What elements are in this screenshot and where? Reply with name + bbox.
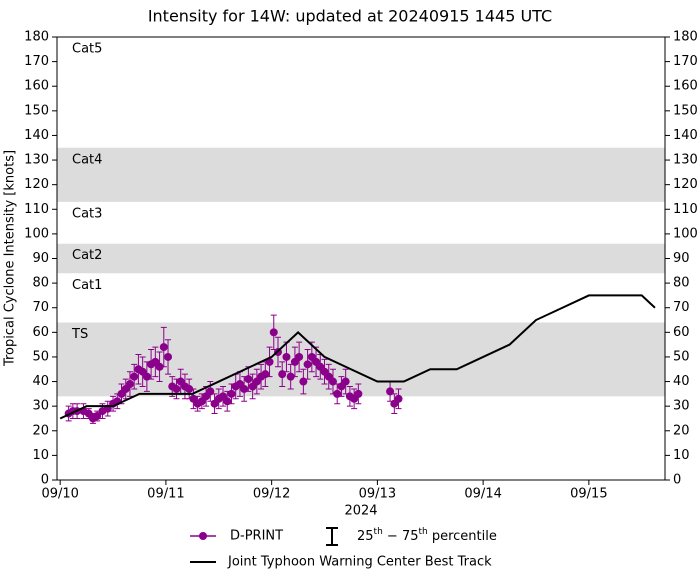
y2-tick-label: 120 <box>673 177 698 192</box>
y-tick-label: 60 <box>32 325 49 340</box>
dprint-point <box>261 370 270 379</box>
y-tick-label: 160 <box>24 79 49 94</box>
category-label: Cat3 <box>72 206 102 221</box>
y-tick-label: 150 <box>24 103 49 118</box>
y-tick-label: 10 <box>32 448 49 463</box>
category-band <box>57 322 665 397</box>
dprint-point <box>142 372 151 381</box>
y-tick-label: 100 <box>24 226 49 241</box>
dprint-point <box>354 389 363 398</box>
dprint-point <box>206 387 215 396</box>
dprint-point <box>386 387 395 396</box>
y2-tick-label: 100 <box>673 226 698 241</box>
x-tick-label: 09/12 <box>253 487 290 502</box>
category-label: TS <box>71 327 88 342</box>
best-track-line <box>59 294 656 420</box>
dprint-point <box>185 384 194 393</box>
dprint-point <box>269 328 278 337</box>
category-label: Cat1 <box>72 278 102 293</box>
y-tick-label: 90 <box>32 251 49 266</box>
dprint-point <box>282 352 291 361</box>
y-tick-label: 170 <box>24 54 49 69</box>
y-tick-label: 120 <box>24 177 49 192</box>
y-tick-label: 70 <box>32 300 49 315</box>
y2-tick-label: 10 <box>673 448 690 463</box>
dprint-point <box>227 389 236 398</box>
y2-tick-label: 40 <box>673 374 690 389</box>
category-label: Cat4 <box>72 152 102 167</box>
legend-label-part: − 75 <box>383 529 419 544</box>
dprint-point <box>159 343 168 352</box>
legend-label: 25th − 75th percentile <box>357 527 497 544</box>
category-band <box>57 147 665 202</box>
y2-tick-label: 130 <box>673 153 698 168</box>
y-tick-label: 110 <box>24 202 49 217</box>
y2-tick-label: 110 <box>673 202 698 217</box>
y2-tick-label: 70 <box>673 300 690 315</box>
dprint-point <box>341 377 350 386</box>
legend-dprint-marker <box>199 532 207 540</box>
legend-label-part: 25 <box>357 529 374 544</box>
chart-title: Intensity for 14W: updated at 20240915 1… <box>148 7 552 26</box>
x-tick-label: 09/15 <box>570 487 607 502</box>
y2-tick-label: 0 <box>673 473 681 488</box>
legend-label-part: percentile <box>428 529 497 544</box>
dprint-point <box>240 384 249 393</box>
y2-tick-label: 180 <box>673 30 698 45</box>
dprint-point <box>394 394 403 403</box>
dprint-point <box>125 380 134 389</box>
category-label: Cat2 <box>72 248 102 263</box>
x-tick-label: 09/14 <box>464 487 501 502</box>
legend-error-icon <box>326 527 338 546</box>
y2-tick-label: 30 <box>673 399 690 414</box>
dprint-point <box>93 412 102 421</box>
dprint-point <box>223 397 232 406</box>
category-band <box>57 243 665 274</box>
dprint-point <box>303 360 312 369</box>
y-tick-label: 50 <box>32 349 49 364</box>
dprint-point <box>295 352 304 361</box>
dprint-point <box>278 370 287 379</box>
legend-label-part: th <box>374 527 383 537</box>
dprint-point <box>164 352 173 361</box>
dprint-point <box>244 375 253 384</box>
x-tick-label: 09/11 <box>147 487 184 502</box>
y2-tick-label: 150 <box>673 103 698 118</box>
y-axis-label: Tropical Cyclone Intensity [knots] <box>3 150 18 367</box>
dprint-point <box>286 372 295 381</box>
y-tick-label: 80 <box>32 276 49 291</box>
y2-tick-label: 50 <box>673 349 690 364</box>
y-tick-label: 0 <box>41 473 49 488</box>
y-tick-label: 30 <box>32 399 49 414</box>
legend-label: Joint Typhoon Warning Center Best Track <box>227 555 492 570</box>
y-tick-label: 140 <box>24 128 49 143</box>
y2-tick-label: 60 <box>673 325 690 340</box>
y-tick-label: 40 <box>32 374 49 389</box>
y2-tick-label: 140 <box>673 128 698 143</box>
category-label: Cat5 <box>72 42 102 57</box>
legend-label-part: th <box>418 527 427 537</box>
y2-tick-label: 20 <box>673 423 690 438</box>
y-tick-label: 20 <box>32 423 49 438</box>
y-tick-label: 130 <box>24 153 49 168</box>
dprint-point <box>328 377 337 386</box>
y2-tick-label: 160 <box>673 79 698 94</box>
dprint-point <box>299 377 308 386</box>
y2-tick-label: 170 <box>673 54 698 69</box>
dprint-point <box>130 372 139 381</box>
x-axis-label: 2024 <box>344 504 377 519</box>
x-tick-label: 09/13 <box>359 487 396 502</box>
dprint-point <box>172 384 181 393</box>
y-tick-label: 180 <box>24 30 49 45</box>
dprint-point <box>155 362 164 371</box>
y2-tick-label: 80 <box>673 276 690 291</box>
dprint-point <box>333 389 342 398</box>
legend-label: D-PRINT <box>230 529 283 544</box>
y2-tick-label: 90 <box>673 251 690 266</box>
x-tick-label: 09/10 <box>41 487 78 502</box>
